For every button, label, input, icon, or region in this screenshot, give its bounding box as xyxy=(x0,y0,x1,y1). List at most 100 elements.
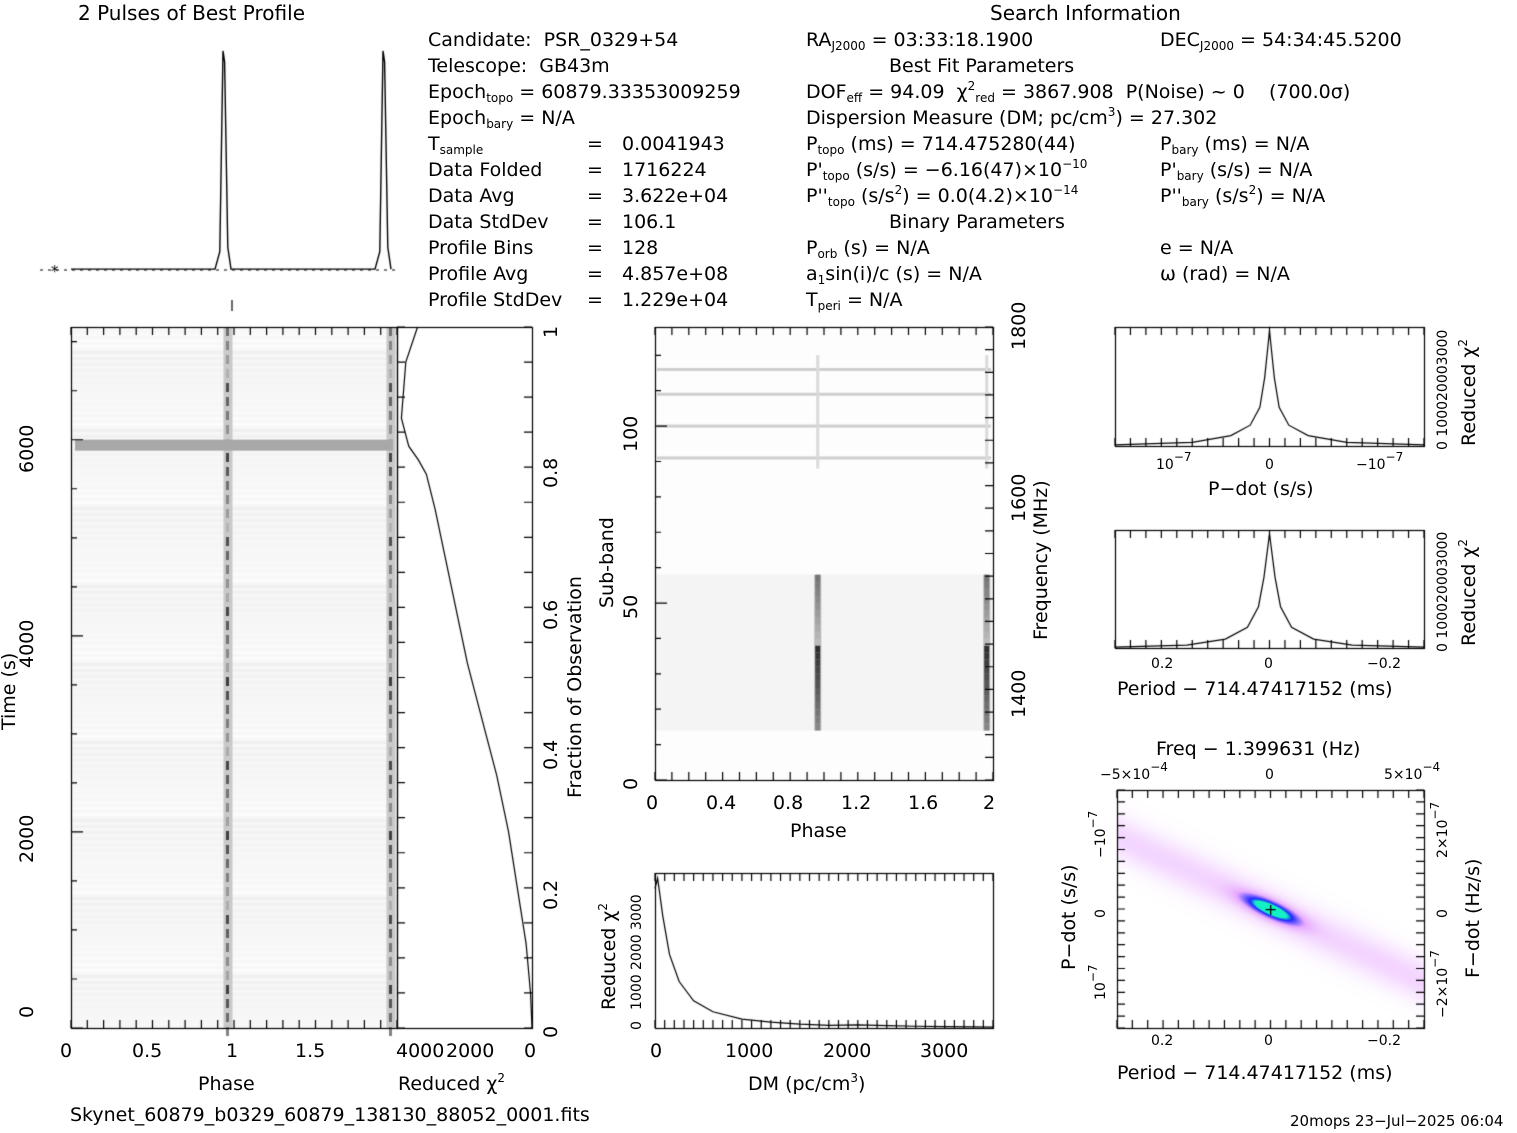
pdot-tick-right: −10−7 xyxy=(1356,450,1404,473)
epoch-bary-value: = N/A xyxy=(519,107,575,129)
pddot-bary-line: P''bary (s/s2) = N/A xyxy=(1160,183,1326,209)
search-info-title: Search Information xyxy=(990,1,1181,25)
time-tick-6000: 6000 xyxy=(16,424,38,473)
pdot-xlabel: P−dot (s/s) xyxy=(1208,478,1314,500)
time-tick-0: 0 xyxy=(16,1005,38,1018)
frac-tick-0.6: 0.6 xyxy=(540,599,562,630)
ra-line: RAJ2000 = 03:33:18.1900 xyxy=(806,29,1034,53)
data-avg-value: 3.622e+04 xyxy=(622,185,729,207)
data-avg-label: Data Avg xyxy=(428,185,515,207)
freq-tick-1600: 1600 xyxy=(1008,473,1030,522)
timestamp-footer: 20mops 23−Jul−2025 06:04 xyxy=(1290,1112,1504,1130)
phase-tick-1: 1 xyxy=(226,1040,239,1062)
fit-stats-line: DOFeff = 94.09 χ2red = 3867.908 P(Noise)… xyxy=(806,79,1351,105)
ppdot-xtick-0.2: 0.2 xyxy=(1151,1033,1174,1049)
chi2-time-tick-0: 0 xyxy=(524,1040,537,1062)
fdot-ytick-0: 0 xyxy=(1435,909,1451,918)
frac-tick-1: 1 xyxy=(540,325,562,338)
data-stddev-value: 106.1 xyxy=(622,211,677,233)
dm-ytick-0: 0 xyxy=(629,1021,645,1030)
pddot-topo-line: P''topo (s/s2) = 0.0(4.2)×10−14 xyxy=(806,183,1079,209)
profile-bins-label: Profile Bins xyxy=(428,237,534,259)
pdot-topo-line: P'topo (s/s) = −6.16(47)×10−10 xyxy=(806,157,1088,183)
ppdot-ytick-0: 0 xyxy=(1093,909,1109,918)
subband-ylabel: Sub-band xyxy=(596,517,618,608)
dm-ytick-3000: 3000 xyxy=(629,894,645,930)
phase-tick-0: 0 xyxy=(60,1040,73,1062)
dm-tick-0: 0 xyxy=(650,1040,663,1062)
period-ylabel: Reduced χ2 xyxy=(1456,539,1480,646)
freq-tick-1400: 1400 xyxy=(1008,669,1030,718)
profile-stddev-label: Profile StdDev xyxy=(428,289,563,311)
e-line: e = N/A xyxy=(1160,237,1234,259)
pdot-bary-line: P'bary (s/s) = N/A xyxy=(1160,159,1313,183)
sub-phase-xlabel: Phase xyxy=(790,820,847,842)
ppdot-xtick-0: 0 xyxy=(1264,1033,1273,1049)
subband-tick-50: 50 xyxy=(620,594,642,619)
candidate-label: Candidate: xyxy=(428,29,532,51)
tsample-label: T xyxy=(428,133,440,155)
best-fit-title: Best Fit Parameters xyxy=(889,55,1075,77)
frac-tick-0.8: 0.8 xyxy=(540,457,562,488)
phase-tick-0.5: 0.5 xyxy=(132,1040,163,1062)
ppdot-top-tick-left: −5×10−4 xyxy=(1100,760,1168,783)
dm-ylabel: Reduced χ2 xyxy=(596,903,620,1010)
fdot-ytick-top: 2×10−7 xyxy=(1428,801,1451,858)
phase-xlabel: Phase xyxy=(198,1073,255,1095)
dm-tick-2000: 2000 xyxy=(823,1040,872,1062)
dm-tick-3000: 3000 xyxy=(920,1040,969,1062)
chi2-time-tick-2000: 2000 xyxy=(446,1040,495,1062)
dm-line: Dispersion Measure (DM; pc/cm3) = 27.302 xyxy=(806,105,1218,129)
ptopo-line: Ptopo (ms) = 714.475280(44) xyxy=(806,133,1076,157)
candidate-value: PSR_0329+54 xyxy=(543,29,679,51)
dm-ytick-2000: 2000 xyxy=(629,934,645,970)
ppdot-xlabel: Period − 714.47417152 (ms) xyxy=(1117,1062,1393,1084)
ppdot-ytick-bottom: 10−7 xyxy=(1086,964,1109,1000)
frac-tick-0.2: 0.2 xyxy=(540,879,562,910)
freq-ylabel: Frequency (MHz) xyxy=(1030,480,1052,640)
epoch-bary-label: Epoch xyxy=(428,107,487,129)
dm-xlabel: DM (pc/cm3) xyxy=(748,1071,866,1095)
frac-tick-0: 0 xyxy=(540,1025,562,1038)
period-tick-0: 0 xyxy=(1264,656,1273,672)
sub-phase-tick-0.8: 0.8 xyxy=(773,792,804,814)
sub-phase-tick-1.6: 1.6 xyxy=(908,792,939,814)
freq-tick-1800: 1800 xyxy=(1008,301,1030,350)
profile-title: 2 Pulses of Best Profile xyxy=(78,1,305,25)
ppdot-top-tick-0: 0 xyxy=(1265,767,1274,783)
time-tick-2000: 2000 xyxy=(16,814,38,863)
sub-phase-tick-0.4: 0.4 xyxy=(706,792,737,814)
chi2-time-tick-4000: 4000 xyxy=(396,1040,445,1062)
binary-title: Binary Parameters xyxy=(889,211,1065,233)
a1-line: a1sin(i)/c (s) = N/A xyxy=(806,263,982,287)
fdot-ytick-bottom: −2×10−7 xyxy=(1428,950,1451,1018)
epoch-topo-value: = 60879.33353009259 xyxy=(519,81,741,103)
pdot-tick-0: 0 xyxy=(1265,457,1274,473)
period-yticks: 0 100020003000 xyxy=(1435,531,1451,652)
dm-tick-1000: 1000 xyxy=(725,1040,774,1062)
data-folded-value: 1716224 xyxy=(622,159,707,181)
ppdot-ytick-top: −10−7 xyxy=(1086,810,1109,858)
pbary-line: Pbary (ms) = N/A xyxy=(1160,133,1310,157)
subband-tick-100: 100 xyxy=(620,415,642,452)
phase-tick-1.5: 1.5 xyxy=(295,1040,326,1062)
fdot-ylabel: F−dot (Hz/s) xyxy=(1462,858,1484,978)
frac-ylabel: Fraction of Observation xyxy=(564,576,586,798)
pdot-yticks: 0 100020003000 xyxy=(1435,329,1451,450)
tsample-value: 0.0041943 xyxy=(622,133,725,155)
dec-line: DECJ2000 = 54:34:45.5200 xyxy=(1160,29,1402,53)
ppdot-top-tick-right: 5×10−4 xyxy=(1384,760,1441,783)
telescope-label: Telescope: xyxy=(428,55,528,77)
subband-tick-0: 0 xyxy=(620,777,642,790)
telescope-value: GB43m xyxy=(539,55,610,77)
profile-avg-value: 4.857e+08 xyxy=(622,263,729,285)
data-stddev-label: Data StdDev xyxy=(428,211,549,233)
omega-line: ω (rad) = N/A xyxy=(1160,263,1290,285)
pdot-tick-left: 10−7 xyxy=(1156,450,1192,473)
dm-ytick-1000: 1000 xyxy=(629,974,645,1010)
sub-phase-tick-2: 2 xyxy=(983,792,996,814)
data-folded-label: Data Folded xyxy=(428,159,543,181)
profile-stddev-value: 1.229e+04 xyxy=(622,289,729,311)
time-ylabel: Time (s) xyxy=(0,652,20,730)
